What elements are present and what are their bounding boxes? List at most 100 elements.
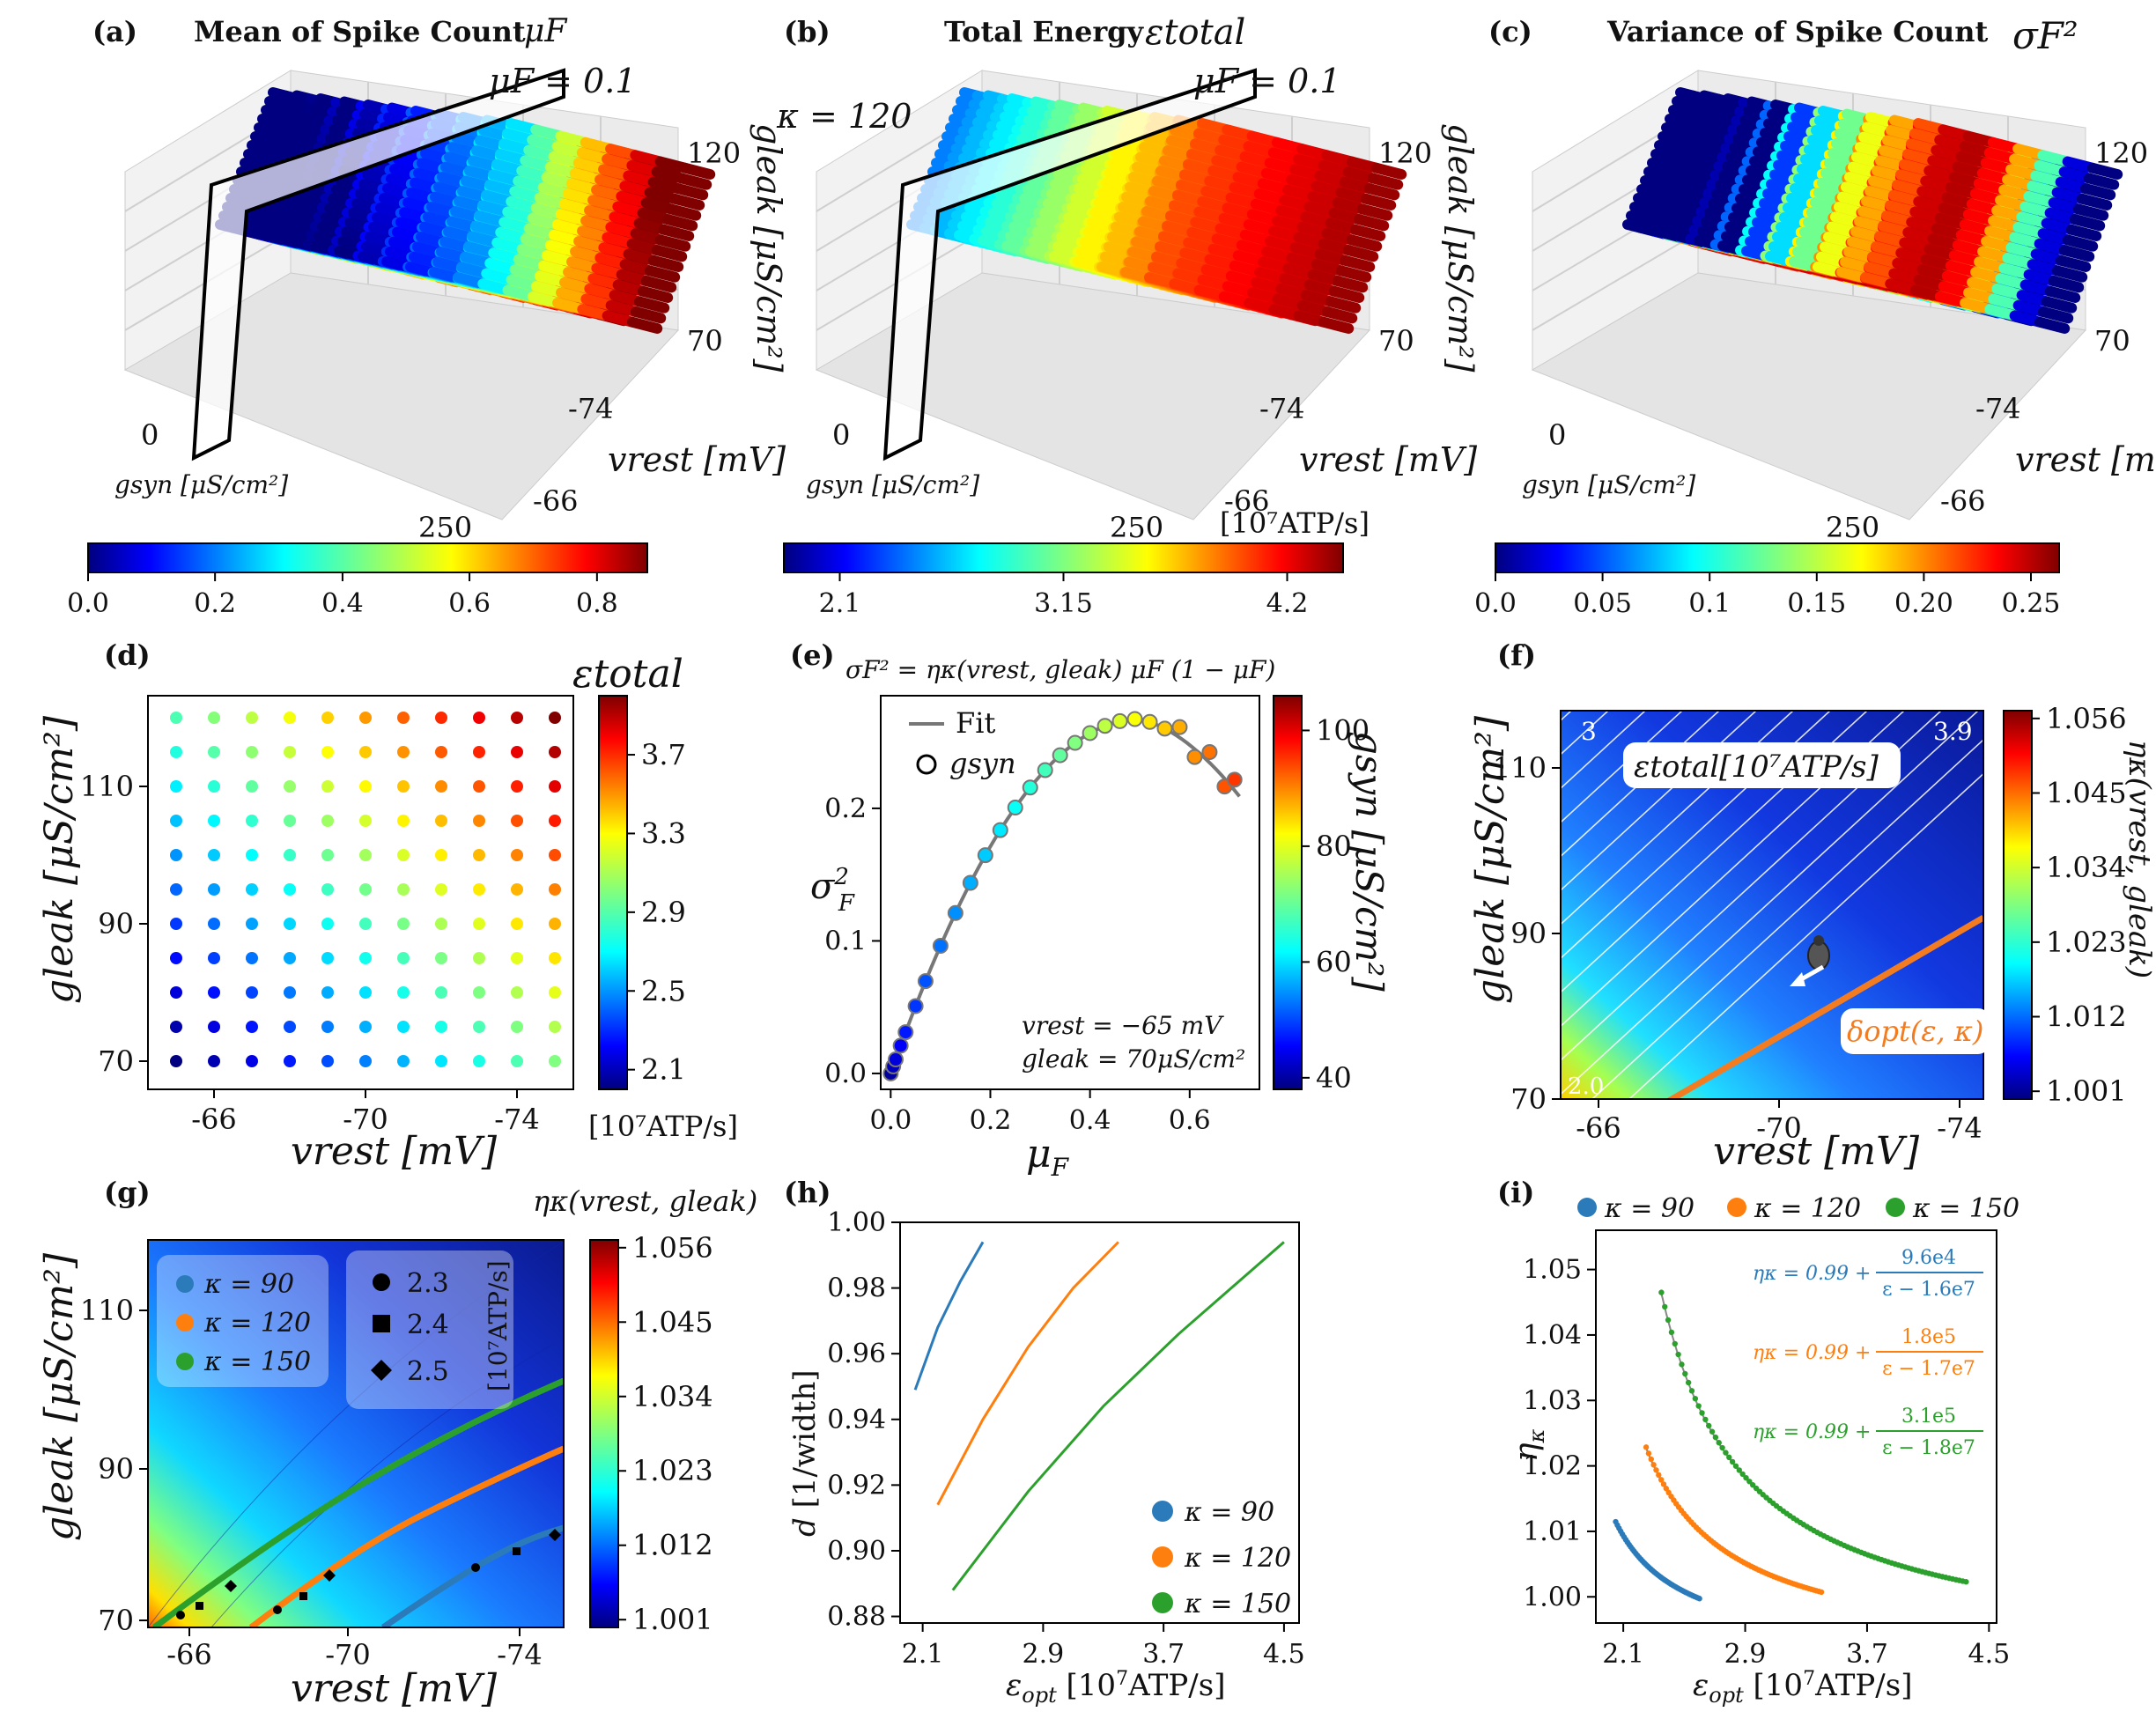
eta-point: [1663, 1486, 1670, 1492]
variance-point: [977, 847, 993, 864]
energy-point: [397, 780, 410, 793]
colorbar-tick-label: 3.7: [641, 738, 686, 771]
colorbar-tick-label: 1.001: [2046, 1074, 2127, 1108]
panel-d-xlabel: vrest [mV]: [291, 1129, 498, 1174]
gleak-tick-70: 70: [2094, 324, 2130, 358]
energy-point: [321, 849, 334, 861]
panel-f-corner-bl: 2.0: [1568, 1073, 1604, 1100]
gsyn-tick-0: 0: [832, 418, 850, 452]
panel-h: (h) 2.1 2.9 3.7 4.5 0.88 0.90 0.92 0.94 0.96 0.98…: [784, 1176, 1305, 1708]
energy-point: [435, 780, 447, 793]
eta-point: [1719, 1444, 1725, 1451]
eta-point: [1699, 1410, 1705, 1416]
x-tick-label: 2.9: [1724, 1639, 1767, 1670]
energy-point: [473, 780, 485, 793]
energy-point: [359, 883, 372, 896]
eta-point: [1648, 1456, 1654, 1463]
colorbar-b: [10⁷ATP/s] 2.1 3.15 4.2: [783, 506, 1370, 619]
energy-point: [549, 815, 561, 827]
colorbar-d-unit: [10⁷ATP/s]: [588, 1110, 738, 1143]
energy-point: [397, 918, 410, 930]
energy-point: [208, 883, 220, 896]
vrest-axis-label: vrest [mV]: [608, 440, 786, 479]
energy-point: [549, 849, 561, 861]
energy-point: [511, 1021, 523, 1033]
eta-point: [1682, 1370, 1688, 1377]
panel-h-xlabel: εopt [107ATP/s]: [1006, 1668, 1225, 1708]
panel-h-label: (h): [784, 1176, 831, 1209]
panel-a-plane-label: μF = 0.1: [489, 62, 637, 100]
panel-d-label: (d): [104, 638, 151, 672]
energy-point: [435, 1021, 447, 1033]
panel-e-formula: σF² = ηκ(vrest, gleak) μF (1 − μF): [845, 655, 1275, 684]
fit-equation-lhs: ηκ = 0.99 +: [1753, 1263, 1871, 1285]
y-tick-label: 1.04: [1523, 1320, 1582, 1351]
panel-f-xlabel: vrest [mV]: [1713, 1129, 1920, 1174]
energy-point: [359, 918, 372, 930]
panel-g-axes: [147, 1239, 565, 1628]
variance-point: [932, 938, 949, 955]
eta-point: [1668, 1329, 1675, 1336]
energy-point: [511, 986, 523, 999]
y-tick-label: 0.1: [824, 926, 867, 956]
eta-point: [1672, 1340, 1678, 1347]
energy-point: [284, 883, 296, 896]
energy-point: [511, 883, 523, 896]
energy-point: [435, 849, 447, 861]
y-tick-label: 0.88: [827, 1602, 886, 1633]
kappa120-curve: [248, 1445, 564, 1627]
eta-point: [1736, 1467, 1743, 1473]
panel-f-opt-label: δopt(ε, κ): [1847, 1014, 1983, 1048]
energy-point: [473, 849, 485, 861]
energy-point: [511, 849, 523, 861]
gsyn-axis-label: gsyn [μS/cm²]: [114, 470, 288, 499]
gleak-tick-120: 120: [687, 136, 741, 170]
eta-point: [1723, 1450, 1729, 1456]
y-tick-label: 1.05: [1523, 1255, 1582, 1286]
x-tick-label: 2.1: [1602, 1639, 1644, 1670]
energy-point: [473, 1021, 485, 1033]
colorbar-b-unit: [10⁷ATP/s]: [1220, 506, 1370, 540]
eta-point: [1696, 1596, 1702, 1602]
eta-point: [1653, 1467, 1659, 1473]
energy-point: [435, 746, 447, 758]
energy-point: [321, 1055, 334, 1067]
colorbar-tick-label: 1.001: [632, 1603, 713, 1636]
colorbar-e: [1273, 695, 1303, 1090]
energy-point: [359, 1021, 372, 1033]
legend-label: κ = 150: [1184, 1589, 1291, 1619]
panel-a-symbol: μF: [524, 13, 568, 49]
energy-point: [246, 815, 258, 827]
energy-point: [549, 1055, 561, 1067]
energy-point: [284, 952, 296, 964]
panel-h-axes: [899, 1221, 1300, 1624]
colorbar-tick-label: 0.8: [576, 588, 618, 619]
vrest-tick-66: -66: [1224, 484, 1270, 518]
y-tick-label: 0.0: [824, 1059, 867, 1089]
colorbar-tick-label: 0.20: [1894, 588, 1953, 619]
vrest-tick-66: -66: [533, 484, 579, 518]
panel-i-legend-k90: κ = 90: [1604, 1193, 1695, 1224]
energy-point: [208, 712, 220, 724]
energy-point: [473, 883, 485, 896]
energy-point: [170, 1055, 182, 1067]
eta-point: [1665, 1317, 1672, 1324]
energy-point: [473, 712, 485, 724]
eta-point: [1688, 1388, 1695, 1394]
energy-point: [321, 712, 334, 724]
colorbar-tick-label: 60: [1316, 945, 1352, 978]
eta-point: [1702, 1416, 1709, 1423]
x-tick-label: -74: [497, 1638, 543, 1671]
panel-a-title: Mean of Spike Count: [194, 15, 526, 48]
legend-marker: [1152, 1592, 1173, 1613]
eta-point: [1675, 1351, 1681, 1358]
variance-point: [1052, 747, 1068, 764]
eta-point: [1726, 1454, 1732, 1461]
eta-point: [1692, 1395, 1699, 1402]
energy-point: [435, 918, 447, 930]
gleak-tick-70: 70: [1378, 324, 1414, 358]
panel-d-ylabel: gleak [μS/cm²]: [37, 715, 82, 1004]
panel-g-legend-k120: κ = 120: [203, 1308, 311, 1339]
energy-point: [208, 986, 220, 999]
